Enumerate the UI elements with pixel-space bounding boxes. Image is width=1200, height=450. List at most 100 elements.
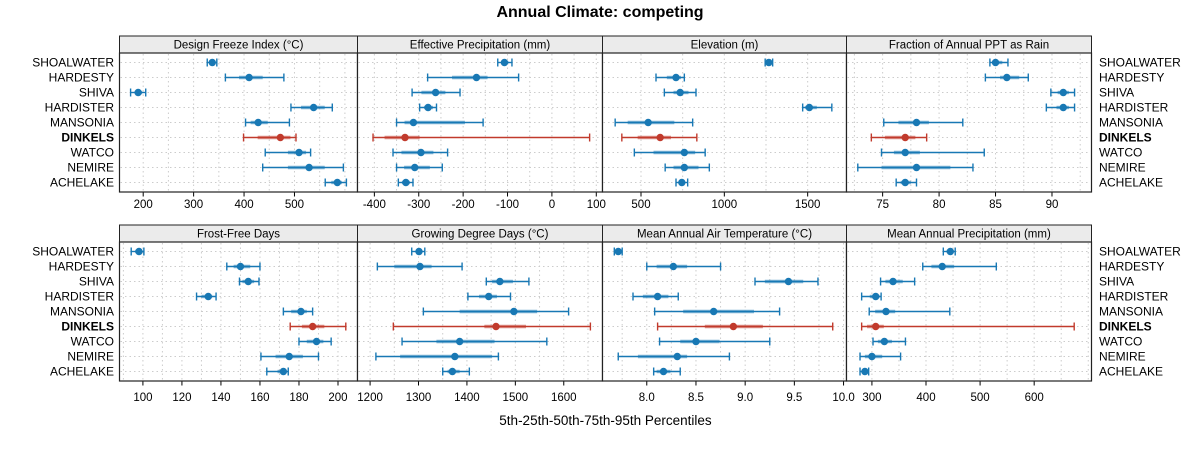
median-dot bbox=[680, 148, 689, 157]
site-label-left: ACHELAKE bbox=[50, 365, 114, 379]
percentile-bar bbox=[467, 292, 512, 301]
percentile-bar bbox=[859, 367, 870, 376]
site-label-left: DINKELS bbox=[61, 320, 114, 334]
percentile-bar bbox=[764, 58, 774, 67]
axis-tick-label: 1600 bbox=[551, 392, 577, 404]
median-dot bbox=[134, 88, 142, 97]
median-dot bbox=[510, 307, 518, 316]
axis-tick-label: 300 bbox=[184, 199, 203, 211]
median-dot bbox=[492, 322, 500, 331]
percentile-bar bbox=[392, 322, 592, 331]
site-label-right: SHOALWATER bbox=[1099, 56, 1181, 70]
median-dot bbox=[236, 262, 245, 271]
median-dot bbox=[889, 277, 897, 286]
site-label-left: DINKELS bbox=[61, 131, 114, 145]
panel-mean-annual-precipitation-mm-: Mean Annual Precipitation (mm) 300 400 500 6… bbox=[845, 224, 1093, 404]
percentile-bar bbox=[633, 148, 706, 157]
percentile-bar bbox=[632, 292, 679, 301]
axis-tick-label: 90 bbox=[1046, 199, 1059, 211]
median-dot bbox=[312, 337, 321, 346]
axis-tick-label: 1000 bbox=[712, 199, 738, 211]
percentile-bar bbox=[422, 307, 570, 316]
axis-tick-label: -300 bbox=[407, 199, 430, 211]
median-dot bbox=[805, 103, 814, 112]
percentile-bar bbox=[372, 133, 591, 142]
median-dot bbox=[868, 352, 876, 361]
percentile-bar bbox=[262, 163, 345, 172]
panel-strip-title: Mean Annual Air Temperature (°C) bbox=[637, 229, 812, 241]
axis-tick-label: 0 bbox=[549, 199, 555, 211]
panel-series bbox=[375, 247, 592, 376]
axis-tick-label: 100 bbox=[133, 392, 152, 404]
axis-tick-label: 500 bbox=[285, 199, 304, 211]
percentile-bar bbox=[290, 103, 333, 112]
axis-tick-label: -400 bbox=[363, 199, 386, 211]
percentile-bar bbox=[289, 322, 347, 331]
axis-tick-label: 180 bbox=[289, 392, 308, 404]
site-label-left: SHOALWATER bbox=[32, 245, 114, 259]
percentile-bar bbox=[879, 277, 916, 286]
median-dot bbox=[424, 103, 432, 112]
site-label-left: HARDESTY bbox=[49, 260, 114, 274]
panel-strip-title: Mean Annual Precipitation (mm) bbox=[887, 229, 1051, 241]
percentile-bar bbox=[226, 262, 261, 271]
site-label-right: DINKELS bbox=[1099, 131, 1152, 145]
percentile-bar bbox=[658, 337, 771, 346]
percentile-bar bbox=[617, 352, 731, 361]
axis-tick-label: 400 bbox=[234, 199, 253, 211]
axis-tick-label: 1400 bbox=[454, 392, 480, 404]
percentile-bar bbox=[883, 118, 964, 127]
panel-strip-title: Fraction of Annual PPT as Rain bbox=[889, 40, 1049, 52]
percentile-bar bbox=[298, 337, 332, 346]
site-label-left: SHOALWATER bbox=[32, 56, 114, 70]
median-dot bbox=[500, 58, 509, 67]
panel-effective-precipitation-mm-: Effective Precipitation (mm) -400 -300 -200… bbox=[356, 35, 606, 211]
site-label-left: MANSONIA bbox=[50, 305, 114, 319]
axis-tick-label: 500 bbox=[970, 392, 989, 404]
site-label-left: WATCO bbox=[71, 335, 114, 349]
median-dot bbox=[912, 163, 921, 172]
axis-tick-label: 9.0 bbox=[737, 392, 753, 404]
percentile-bar bbox=[244, 118, 291, 127]
percentile-bar bbox=[324, 178, 348, 187]
percentile-bar bbox=[401, 337, 548, 346]
panel-design-freeze-index-c-: Design Freeze Index (°C) 200 300 400 500 bbox=[118, 35, 359, 211]
median-dot bbox=[1059, 88, 1067, 97]
axis-tick-label: 120 bbox=[172, 392, 191, 404]
axis-tick-label: 200 bbox=[134, 199, 153, 211]
percentile-bar bbox=[497, 58, 513, 67]
percentile-bar bbox=[857, 163, 974, 172]
percentile-bar bbox=[130, 247, 145, 256]
percentile-bar bbox=[652, 367, 681, 376]
site-label-right: WATCO bbox=[1099, 146, 1142, 160]
axis-tick-label: 1200 bbox=[357, 392, 383, 404]
median-dot bbox=[669, 262, 678, 271]
percentile-bar bbox=[675, 178, 689, 187]
median-dot bbox=[901, 133, 909, 142]
axis-tick-label: 140 bbox=[211, 392, 230, 404]
percentile-bar bbox=[613, 247, 623, 256]
percentile-bar bbox=[801, 103, 833, 112]
percentile-bar bbox=[895, 178, 918, 187]
panel-fraction-of-annual-ppt-as-rain: Fraction of Annual PPT as Rain 75 80 85 90 bbox=[845, 35, 1093, 211]
median-dot bbox=[653, 292, 662, 301]
percentile-bar bbox=[260, 352, 320, 361]
median-dot bbox=[709, 307, 718, 316]
median-dot bbox=[308, 322, 317, 331]
median-dot bbox=[676, 88, 684, 97]
median-dot bbox=[415, 247, 423, 256]
percentile-bar bbox=[872, 337, 907, 346]
site-label-left: HARDISTER bbox=[45, 101, 115, 115]
percentile-bar bbox=[655, 73, 686, 82]
median-dot bbox=[254, 118, 262, 127]
median-dot bbox=[784, 277, 793, 286]
panel-growing-degree-days-c-: Growing Degree Days (°C) 1200 1300 1400 1500… bbox=[356, 224, 604, 404]
median-dot bbox=[297, 307, 305, 316]
axis-tick-label: 75 bbox=[876, 199, 889, 211]
median-dot bbox=[409, 118, 418, 127]
site-label-left: MANSONIA bbox=[50, 116, 114, 130]
median-dot bbox=[765, 58, 773, 67]
percentile-bar bbox=[614, 118, 694, 127]
